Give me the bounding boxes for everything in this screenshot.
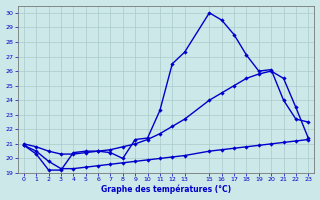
X-axis label: Graphe des températures (°C): Graphe des températures (°C) bbox=[101, 185, 231, 194]
